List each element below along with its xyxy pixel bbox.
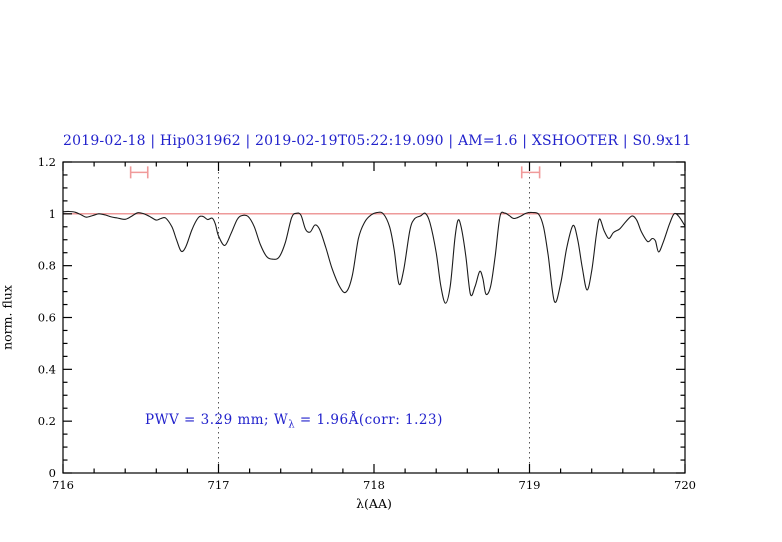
y-tick-label: 1.2: [38, 155, 56, 169]
y-tick-label: 0.6: [38, 311, 56, 325]
y-axis-label: norm. flux: [0, 285, 15, 350]
pwv-annotation-value: = 1.96Å(corr: 1.23): [295, 412, 443, 428]
y-tick-label: 1: [49, 207, 56, 221]
x-tick-label: 718: [363, 478, 385, 492]
spectrum-line: [62, 210, 686, 304]
plot-title: 2019-02-18 | Hip031962 | 2019-02-19T05:2…: [63, 133, 692, 149]
pwv-annotation-text: PWV = 3.29 mm; W: [145, 412, 289, 428]
y-tick-label: 0.4: [38, 362, 56, 376]
pwv-annotation: PWV = 3.29 mm; Wλ = 1.96Å(corr: 1.23): [145, 412, 443, 431]
x-tick-label: 717: [208, 478, 230, 492]
x-tick-label: 716: [52, 478, 74, 492]
pwv-annotation-lambda-subscript: λ: [288, 419, 296, 431]
x-axis-label: λ(AA): [356, 496, 392, 511]
x-tick-label: 720: [674, 478, 696, 492]
x-tick-label: 719: [519, 478, 541, 492]
y-tick-label: 0.8: [38, 259, 56, 273]
y-tick-label: 0: [49, 466, 56, 480]
y-tick-label: 0.2: [38, 414, 56, 428]
